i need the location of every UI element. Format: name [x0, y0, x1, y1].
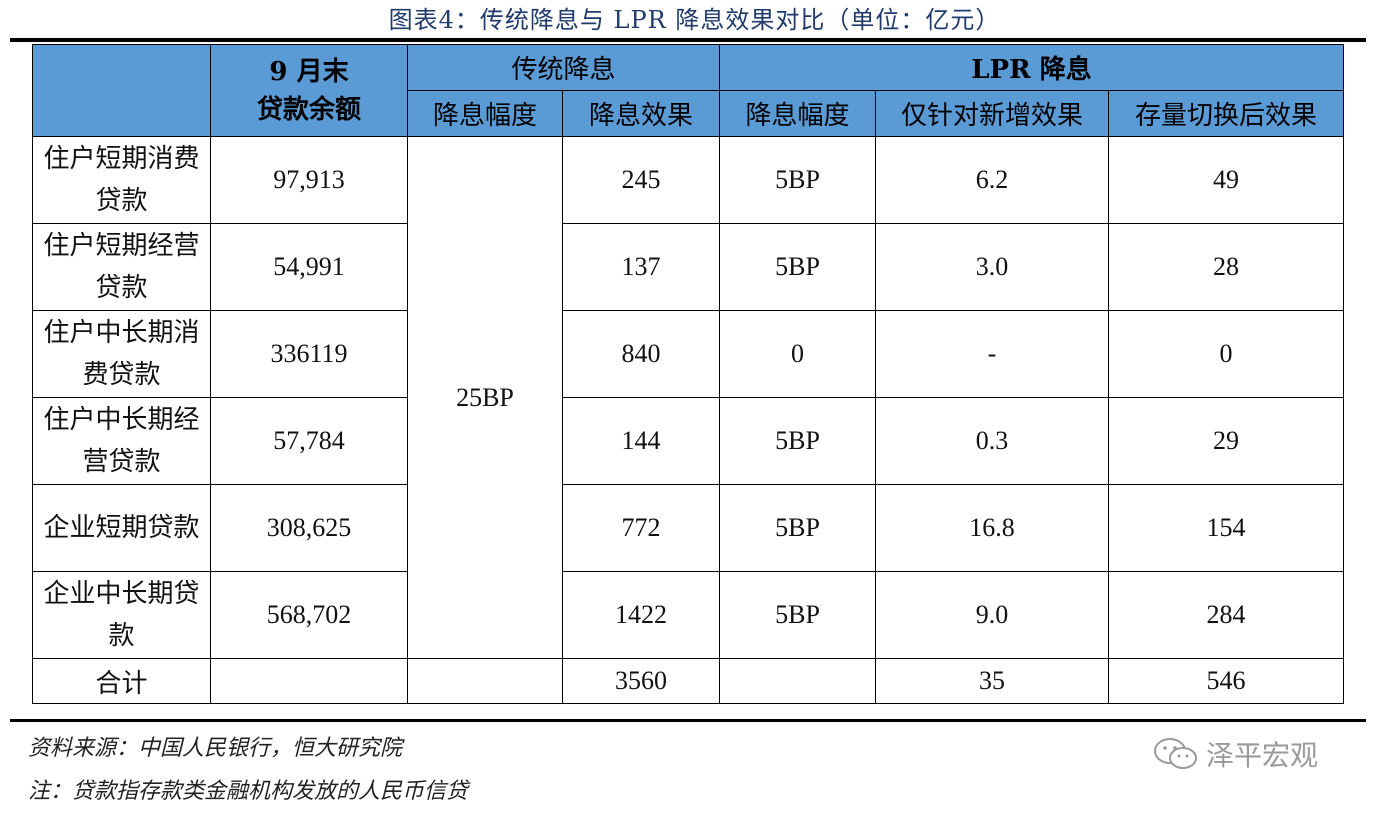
cell-trad-effect: 144	[561, 397, 721, 485]
total-label: 合计	[32, 658, 211, 704]
cell-lpr-switch: 0	[1108, 310, 1345, 398]
cell-trad-effect: 1422	[561, 571, 721, 659]
comparison-table: 9 月末 贷款余额 传统降息 LPR 降息 降息幅度 降息效果 降息幅度 仅针对…	[32, 44, 1345, 704]
cell-lpr-new: 3.0	[875, 223, 1110, 311]
cell-lpr-new: -	[875, 310, 1110, 398]
cell-lpr-new: 9.0	[875, 571, 1110, 659]
total-lpr-cut	[719, 658, 877, 704]
cell-lpr-cut: 5BP	[719, 397, 877, 485]
table-row: 企业中长期贷款 568,702 1422 5BP 9.0 284	[32, 571, 1345, 659]
header-trad-cut: 降息幅度	[407, 90, 563, 137]
cell-lpr-new: 16.8	[875, 484, 1110, 572]
total-lpr-new: 35	[875, 658, 1110, 704]
header-group-lpr: LPR 降息	[719, 44, 1345, 91]
total-trad-cut	[407, 658, 563, 704]
cell-lpr-switch: 49	[1108, 136, 1345, 224]
figure-title: 图表4：传统降息与 LPR 降息效果对比（单位：亿元）	[388, 6, 1001, 34]
header-loan-balance: 9 月末 贷款余额	[210, 44, 408, 137]
cell-lpr-switch: 28	[1108, 223, 1345, 311]
cell-balance: 54,991	[210, 223, 408, 311]
cell-lpr-cut: 5BP	[719, 223, 877, 311]
row-label: 住户短期经营贷款	[32, 223, 211, 311]
cell-balance: 97,913	[210, 136, 408, 224]
cell-lpr-switch: 154	[1108, 484, 1345, 572]
top-rule	[10, 38, 1366, 42]
wechat-icon	[1154, 738, 1197, 769]
cell-lpr-cut: 5BP	[719, 484, 877, 572]
cell-balance: 308,625	[210, 484, 408, 572]
total-row: 合计 3560 35 546	[32, 658, 1345, 704]
cell-trad-effect: 772	[561, 484, 721, 572]
cell-lpr-cut: 5BP	[719, 136, 877, 224]
header-lpr-new-only: 仅针对新增效果	[875, 90, 1110, 137]
row-label: 企业中长期贷款	[32, 571, 211, 659]
cell-trad-effect: 137	[561, 223, 721, 311]
row-label: 企业短期贷款	[32, 484, 211, 572]
total-balance	[210, 658, 408, 704]
source-note: 资料来源：中国人民银行，恒大研究院	[28, 736, 403, 761]
table-row: 住户短期消费贷款 97,913 25BP 245 5BP 6.2 49	[32, 136, 1345, 659]
header-group-traditional: 传统降息	[406, 44, 721, 91]
cell-trad-effect: 840	[561, 310, 721, 398]
cell-lpr-new: 6.2	[875, 136, 1110, 224]
cell-lpr-new: 0.3	[875, 397, 1110, 485]
header-lpr-cut: 降息幅度	[719, 90, 877, 137]
cell-trad-effect: 245	[561, 136, 721, 224]
brand-watermark: 泽平宏观	[1152, 734, 1318, 774]
table-row: 住户中长期经营贷款 57,784 144 5BP 0.3 29	[32, 397, 1345, 485]
total-trad-effect: 3560	[561, 658, 721, 704]
header-lpr-after-switch: 存量切换后效果	[1108, 90, 1345, 137]
cell-lpr-switch: 284	[1108, 571, 1345, 659]
row-label: 住户中长期消费贷款	[32, 310, 211, 398]
table-row: 住户中长期消费贷款 336119 840 0 - 0	[32, 310, 1345, 398]
cell-lpr-cut: 0	[719, 310, 877, 398]
cell-lpr-cut: 5BP	[719, 571, 877, 659]
cell-trad-cut-merged: 25BP	[407, 136, 563, 659]
cell-balance: 57,784	[210, 397, 408, 485]
bottom-rule	[10, 719, 1366, 722]
cell-balance: 568,702	[210, 571, 408, 659]
header-trad-effect: 降息效果	[561, 90, 721, 137]
header-empty-cell	[32, 44, 211, 137]
brand-name: 泽平宏观	[1206, 739, 1319, 772]
table-row: 住户短期经营贷款 54,991 137 5BP 3.0 28	[32, 223, 1345, 311]
table-row: 企业短期贷款 308,625 772 5BP 16.8 154	[32, 484, 1345, 572]
footnote: 注：贷款指存款类金融机构发放的人民币信贷	[28, 779, 469, 804]
row-label: 住户短期消费贷款	[32, 136, 211, 224]
cell-lpr-switch: 29	[1108, 397, 1345, 485]
total-lpr-switch: 546	[1108, 658, 1345, 704]
row-label: 住户中长期经营贷款	[32, 397, 211, 485]
cell-balance: 336119	[210, 310, 408, 398]
